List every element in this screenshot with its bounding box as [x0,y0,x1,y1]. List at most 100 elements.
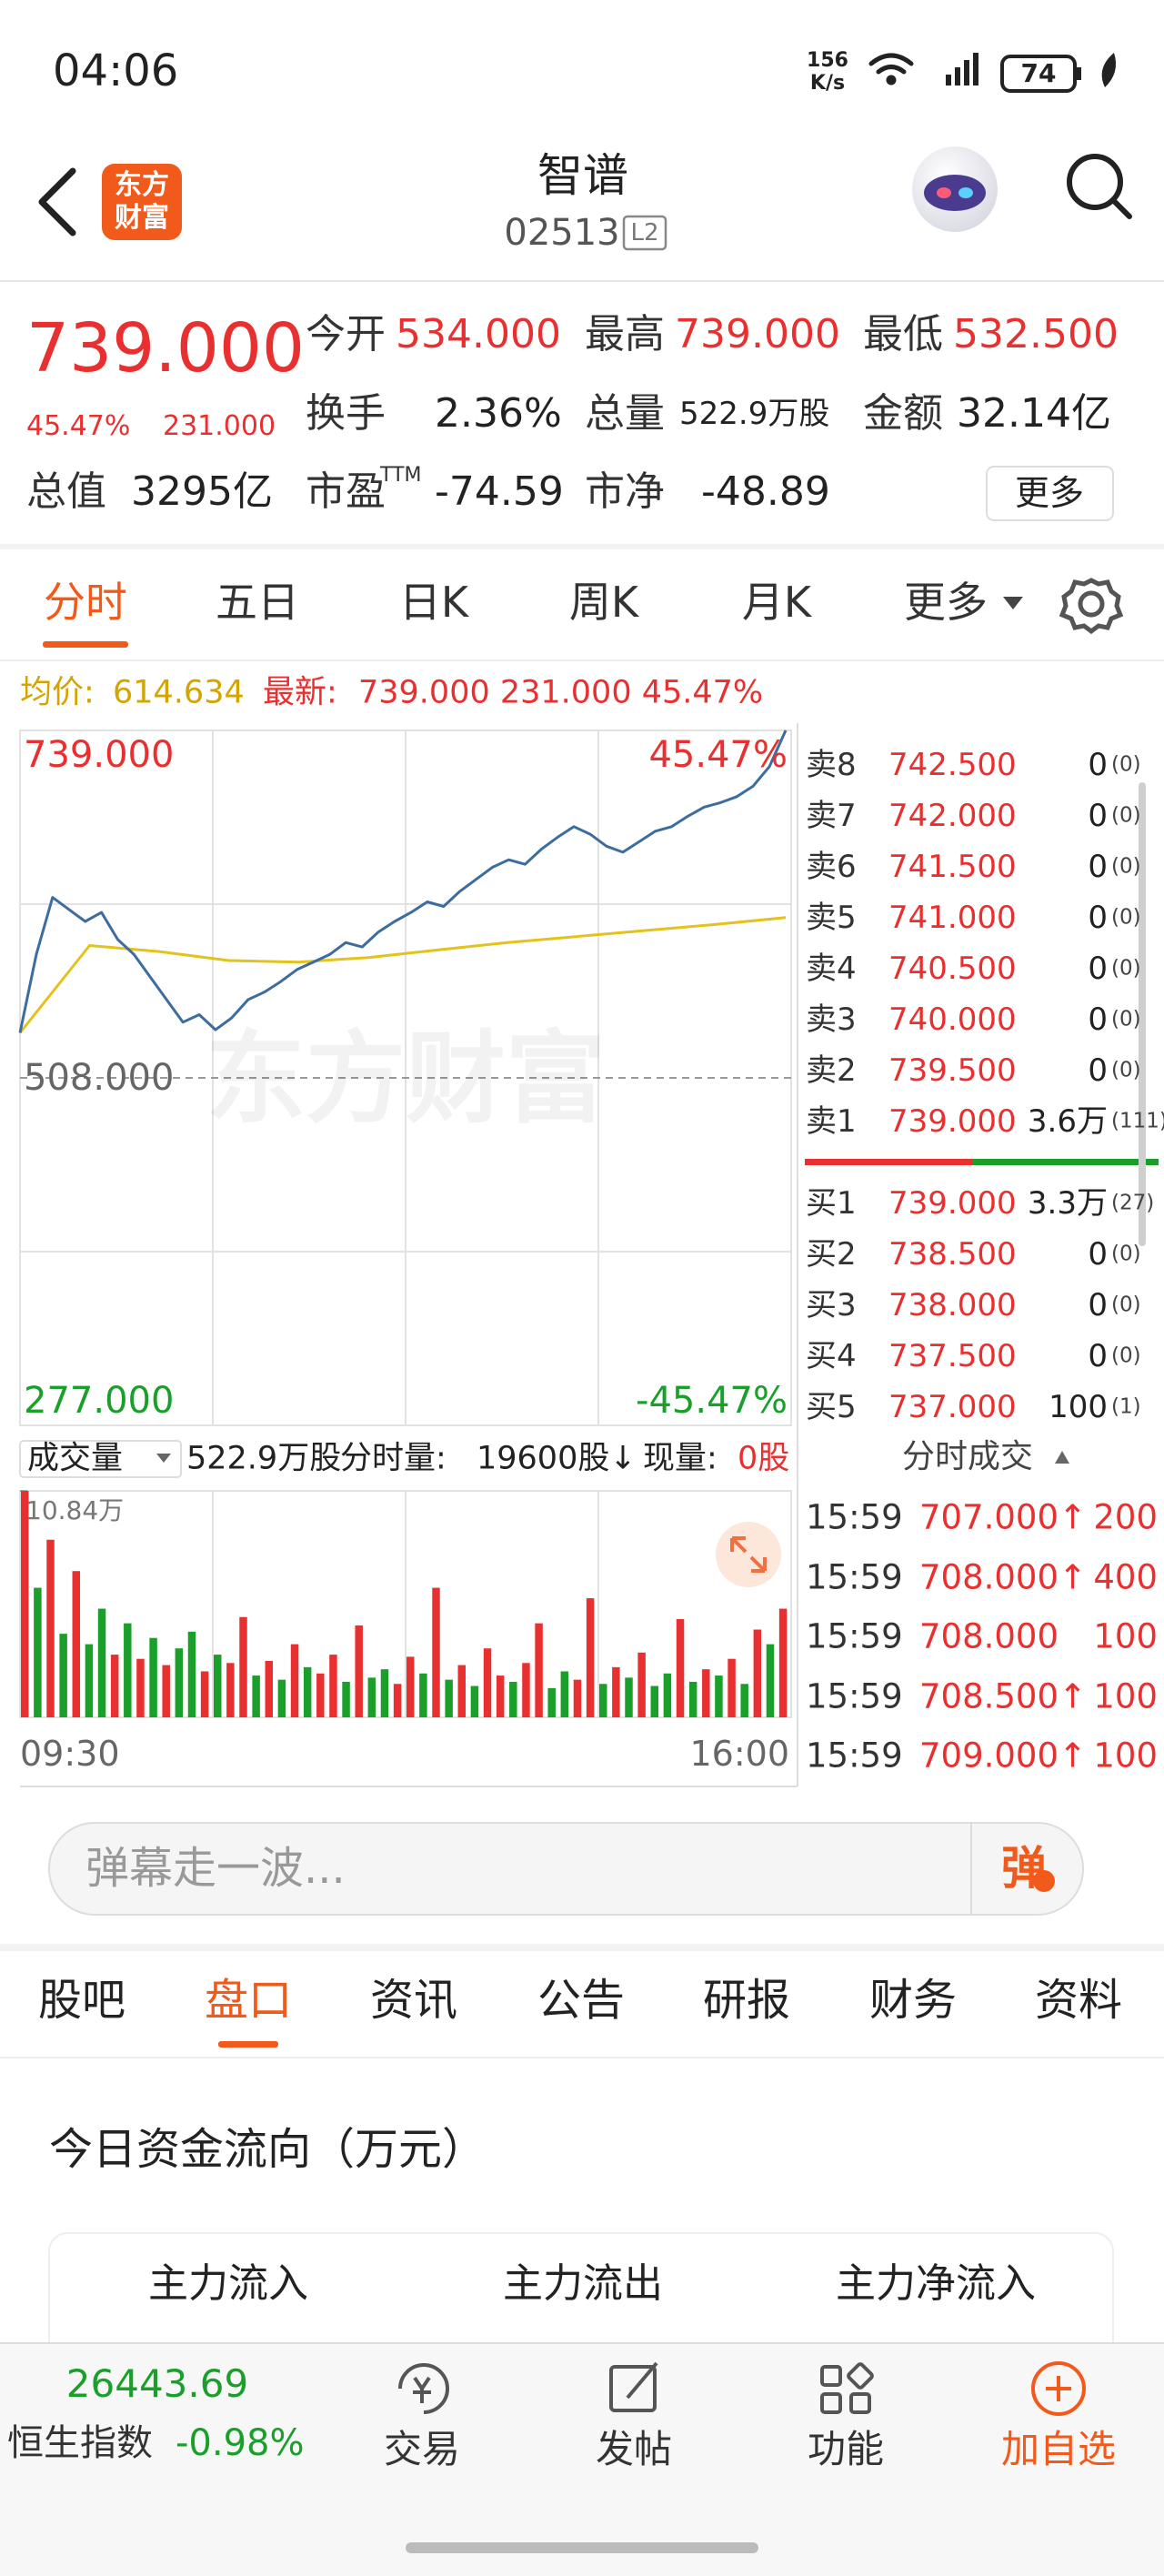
stat-value: 3295亿 [131,468,273,515]
section-tab[interactable]: 财务 [868,1975,958,2026]
chart-tab[interactable]: 更多 [904,578,988,627]
comment-input[interactable] [48,1822,1084,1916]
book-count: (0) [1111,1242,1141,1266]
index-name[interactable]: 恒生指数 [7,2422,153,2464]
chart-tab[interactable]: 月K [741,578,812,627]
index-value[interactable]: 26443.69 [65,2361,249,2406]
volume-bar [457,1665,467,1717]
bottom-action[interactable]: 功能 [807,2427,885,2471]
book-count: (0) [1111,905,1141,930]
avg-price: 614.634 [113,674,245,711]
bottom-action[interactable]: 加自选 [1000,2427,1117,2471]
chart-tab[interactable]: 周K [568,578,639,627]
book-price: 738.000 [888,1287,1017,1323]
trade-time: 15:59 [806,1616,903,1656]
section-tab[interactable]: 盘口 [204,1975,293,2026]
book-volume: 0 [1088,1236,1108,1273]
change-percent: 45.47% [26,410,131,442]
volume-bar [136,1658,145,1717]
period-volume: 19600股↓ [477,1440,637,1477]
volume-bar [650,1685,659,1717]
volume-bar [419,1673,427,1717]
volume-bar [740,1684,748,1717]
dropdown-arrow [156,1454,171,1463]
chart-tab[interactable]: 日K [398,578,469,627]
volume-bar [702,1669,710,1717]
book-count: (27) [1111,1191,1155,1215]
stat-value: 534.000 [396,311,561,357]
volume-bar [124,1623,132,1717]
stat-value: 32.14亿 [957,390,1111,437]
book-volume: 3.3万 [1027,1185,1108,1222]
book-label: 买4 [806,1338,857,1374]
wifi-icon [868,53,914,86]
volume-bar [239,1616,247,1717]
bottom-action[interactable]: 交易 [383,2427,461,2471]
section-tab[interactable]: 研报 [702,1975,791,2026]
more-button[interactable] [986,466,1114,521]
function-icon [820,2362,874,2414]
trade-volume: 100 [1093,1736,1158,1776]
book-price: 742.000 [888,798,1017,834]
volume-bar [560,1671,569,1717]
average-line [18,916,787,1034]
section-tab[interactable]: 公告 [537,1975,626,2026]
tab-underline [218,2041,278,2048]
stat-label: 今开 [306,311,386,357]
volume-bar [187,1631,196,1717]
net-unit: K/s [809,72,846,95]
comment-placeholder[interactable]: 弹幕走一波... [85,1843,346,1894]
chart-tab[interactable]: 五日 [216,578,299,627]
trade-volume: 100 [1093,1616,1158,1656]
index-change[interactable]: -0.98% [176,2422,305,2464]
volume-selector-label[interactable]: 成交量 [27,1440,124,1477]
book-label: 卖2 [806,1052,857,1089]
trade-volume: 100 [1093,1676,1158,1716]
danmaku-badge [1033,1870,1055,1892]
danmaku-button[interactable]: 弹 [1001,1842,1047,1895]
volume-bar [46,1539,55,1717]
section-tab[interactable]: 股吧 [37,1975,126,2026]
stat-value: -48.89 [701,468,830,515]
book-label: 买3 [806,1287,857,1323]
x-tick-label: 16:00 [689,1734,789,1774]
book-label: 买1 [806,1185,857,1222]
book-price: 741.000 [888,900,1017,936]
volume-bar [162,1665,170,1717]
volume-selector[interactable] [19,1440,182,1478]
chart-tab[interactable]: 分时 [44,578,127,627]
volume-bar [663,1673,672,1717]
volume-bar [509,1681,517,1717]
fund-column: 主力流出 [503,2260,663,2307]
section-tab[interactable]: 资料 [1034,1975,1123,2026]
book-label: 卖5 [806,900,857,936]
y2-tick-label: -45.47% [636,1380,788,1422]
book-price: 739.000 [888,1103,1017,1140]
volume-bar [110,1655,119,1717]
latest-label: 最新: [263,674,337,711]
assistant-avatar[interactable] [912,146,998,232]
book-count: (0) [1111,1293,1141,1317]
trade-time: 15:59 [806,1736,903,1776]
volume-bar [496,1675,505,1717]
expand-button[interactable] [716,1522,781,1587]
stat-value: 532.500 [953,311,1119,357]
section-tab[interactable]: 资讯 [369,1975,458,2026]
bottom-action[interactable]: 发帖 [595,2427,673,2471]
trade-price: 708.500↑ [919,1676,1088,1716]
book-price: 737.500 [888,1338,1017,1374]
trade-price: 708.000 [919,1616,1059,1656]
book-count: (0) [1111,803,1141,828]
period-volume-label: 分时量: [340,1440,447,1477]
search-button[interactable] [1067,154,1132,219]
volume-tick-label: 10.84万 [25,1495,125,1525]
logo-text: 财富 [115,202,169,234]
trade-price: 709.000↑ [919,1736,1088,1776]
book-label: 买5 [806,1389,857,1425]
back-button[interactable] [38,167,76,236]
book-price: 737.000 [888,1389,1017,1425]
volume-bar [637,1652,646,1717]
settings-button[interactable] [1059,578,1124,635]
book-count: (0) [1111,854,1141,879]
more-button[interactable]: 更多 [1014,473,1085,513]
